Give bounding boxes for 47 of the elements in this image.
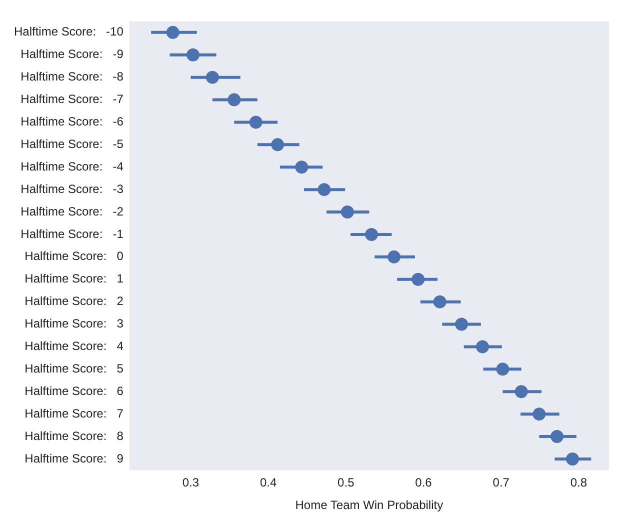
y-tick-label: Halftime Score: 2 (24, 294, 124, 308)
y-tick-label: Halftime Score: -7 (20, 92, 124, 106)
point (455, 318, 468, 331)
y-tick-label: Halftime Score: 4 (24, 339, 124, 354)
y-tick-label: Halftime Score: -4 (20, 159, 124, 174)
point (496, 362, 510, 376)
y-tick-label: Halftime Score: -3 (20, 182, 124, 196)
point (186, 48, 200, 62)
point (532, 408, 546, 421)
y-tick-label: Halftime Score: 1 (24, 272, 124, 286)
y-tick-label: Halftime Score: 5 (24, 361, 124, 376)
x-tick-label: 0.7 (492, 476, 510, 490)
y-tick-label: Halftime Score: -5 (20, 136, 124, 151)
point (514, 385, 528, 398)
y-tick-label: Halftime Score: -8 (20, 70, 124, 84)
point (412, 272, 425, 286)
x-tick-label: 0.8 (570, 476, 588, 490)
y-tick-label: Halftime Score: -9 (20, 47, 124, 62)
y-tick-label: Halftime Score: 8 (24, 428, 124, 443)
y-tick-label: Halftime Score: 6 (24, 384, 124, 398)
point (295, 160, 308, 174)
y-tick-label: Halftime Score: -10 (14, 24, 124, 39)
point (228, 93, 241, 106)
x-tick-label: 0.6 (415, 476, 432, 490)
x-tick-label: 0.3 (182, 476, 200, 490)
point (388, 250, 401, 264)
point (318, 183, 331, 196)
y-tick-label: Halftime Score: -6 (20, 114, 124, 129)
point (365, 228, 378, 241)
x-axis-title: Home Team Win Probability (295, 498, 444, 512)
point (271, 138, 284, 152)
y-tick-label: Halftime Score: 9 (24, 451, 124, 466)
x-tick-label: 0.5 (338, 476, 355, 490)
point (550, 430, 564, 444)
point (433, 295, 446, 308)
point (476, 340, 489, 354)
y-tick-label: Halftime Score: -2 (20, 204, 124, 218)
point (166, 26, 180, 39)
point (566, 452, 580, 466)
point (206, 70, 219, 84)
point (340, 206, 354, 219)
y-tick-label: Halftime Score: 3 (24, 316, 124, 331)
x-tick-label: 0.4 (260, 476, 277, 490)
y-tick-label: Halftime Score: -1 (20, 226, 124, 241)
y-tick-label: Halftime Score: 7 (24, 406, 124, 420)
y-tick-label: Halftime Score: 0 (24, 249, 124, 264)
point (249, 116, 262, 129)
